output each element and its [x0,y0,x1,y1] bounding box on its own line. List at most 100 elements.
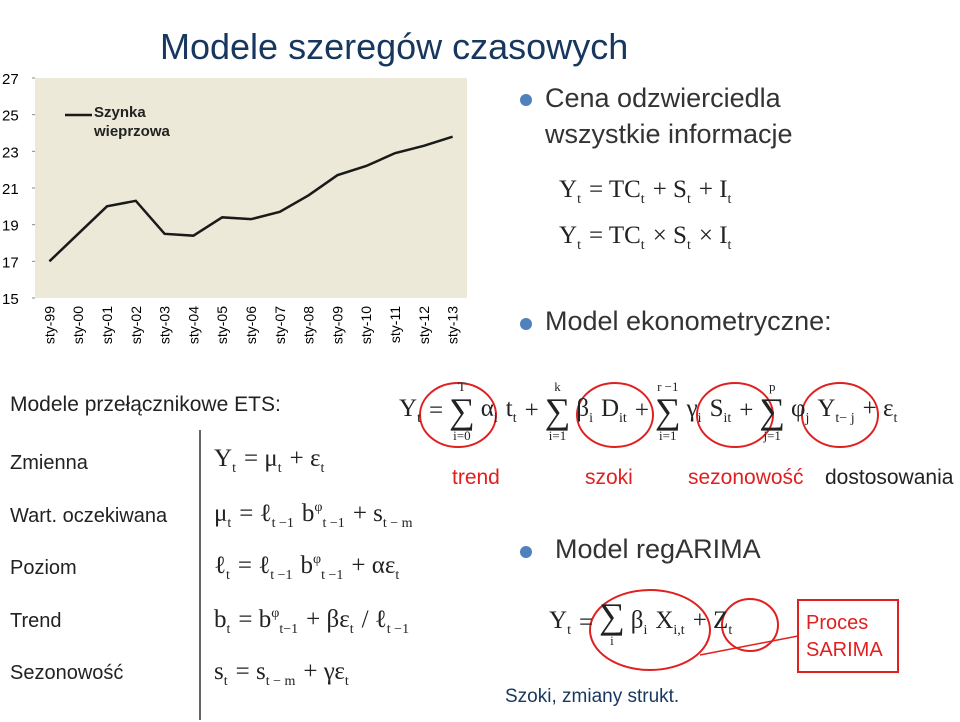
label: Wart. oczekiwana [10,505,168,527]
subscript: i,t [673,622,685,638]
subscript: t [232,461,236,476]
symbol: = ℓ [237,552,271,579]
formula: Yt = TCt + St + It [555,176,735,208]
term: Xi,t [655,607,684,639]
term: Yt [399,395,421,427]
subscript: t −1 [386,622,410,637]
term: ℓt [214,552,230,584]
subscript: t [512,411,517,426]
label: trend [452,466,500,489]
y-tick-label: 21 [2,181,19,198]
subscript: t [893,411,898,426]
term: Dit [601,395,627,427]
subscript: t−1 [279,622,299,637]
term: Yt [559,176,581,208]
term: + γεt [303,658,348,690]
symbol: β [630,606,644,634]
label: szoki [585,466,633,489]
sigma: ∑ i [599,598,625,647]
x-tick-label: sty-03 [157,306,173,344]
symbol: b [301,500,315,527]
x-tick-label: sty-01 [99,306,115,344]
symbol: ℓ [214,552,226,579]
subscript: t [727,238,732,253]
symbol: Y [214,445,233,472]
term: = st − m [236,658,296,690]
sum-sign: ∑ [599,596,625,636]
symbol: t [505,395,513,422]
circle [589,589,711,671]
formula: s t = st − m + γεt [210,658,353,690]
term: γi [687,395,702,427]
symbol: φ [791,395,806,422]
y-tick-label: 19 [2,218,19,235]
term: = bφt−1 [238,606,298,638]
sum-sign: ∑ [449,391,475,431]
term: βi [576,395,593,427]
term: + St [653,176,691,208]
label: Proces SARIMA [806,612,883,661]
subscript: t [417,411,421,426]
term: = TCt [589,222,645,254]
term: = ℓt −1 [238,552,293,584]
symbol: = TC [588,176,641,203]
term: + [739,397,753,425]
term: × It [699,222,732,254]
connector [699,635,799,656]
symbol: Y [399,395,418,422]
subscript: it [723,411,732,426]
lower-limit: i [610,633,614,648]
symbol: β [576,395,590,422]
bullet [520,546,532,558]
y-tick-label: 15 [2,291,19,308]
term: bt [214,606,230,638]
symbol: S [709,395,724,422]
symbol: + ε [862,395,894,422]
subscript: t [727,192,732,207]
term: + It [699,176,732,208]
symbol: = [428,397,444,424]
lower-limit: i=0 [453,428,471,443]
bullet [520,318,532,330]
subscript: t −1 [321,568,344,583]
term: / ℓt −1 [362,606,409,638]
subscript: t −1 [271,516,294,531]
symbol: + [739,397,754,424]
term: βi [631,607,648,639]
symbol: γ [686,395,698,422]
term: bφt −1 [301,552,344,584]
term: μt [214,500,231,532]
formula: bt = bφt−1 + βεt / ℓt −1 [210,606,413,638]
sigma: p ∑ j=1 [759,380,785,442]
label: Poziom [10,557,77,579]
bullet [520,94,532,106]
subscript: t [567,622,571,638]
symbol: α [480,395,494,422]
legend: Szynka wieprzowa [94,104,170,140]
symbol: μ [214,500,228,527]
symbol: s [214,658,224,685]
superscript: φ [314,500,323,515]
x-tick-label: sty-02 [128,306,144,344]
term: + Zt [693,607,733,639]
upper-limit: p [768,379,776,394]
term: + αεt [351,552,399,584]
superscript: φ [271,606,280,621]
symbol: + γε [303,658,345,685]
x-tick-label: sty-99 [41,306,57,344]
subscript: t [395,568,400,583]
term: Sit [710,395,732,427]
label: dostosowania [825,466,954,489]
symbol: Y [817,395,836,422]
subscript: t [686,238,691,253]
subscript: t [344,674,349,689]
subscript: t − m [265,674,296,689]
subscript: j [805,411,810,426]
subscript: t [577,238,581,253]
subscript: t [686,192,691,207]
sum-sign: ∑ [544,391,571,431]
line [48,135,453,263]
term: bφt −1 [302,500,345,532]
symbol: + αε [351,552,396,579]
